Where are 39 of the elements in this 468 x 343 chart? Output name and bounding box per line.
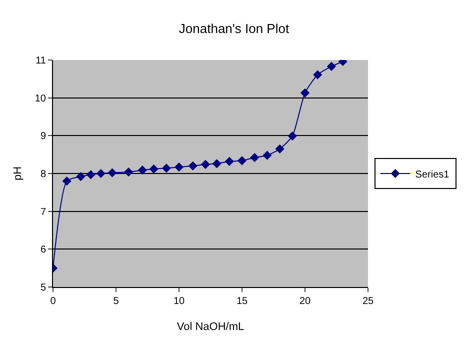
y-tick-label: 11 <box>36 56 46 66</box>
y-tick-label: 6 <box>40 244 46 256</box>
y-axis-title: pH <box>12 166 24 181</box>
x-tick-label: 25 <box>362 296 374 307</box>
point <box>300 88 310 98</box>
point <box>313 70 322 80</box>
x-tick-label: 10 <box>173 296 185 307</box>
point <box>188 161 198 170</box>
x-axis-title: Vol NaOH/mL <box>176 321 244 333</box>
point <box>174 162 184 172</box>
point <box>96 168 106 178</box>
point <box>138 166 148 175</box>
y-tick-label: 8 <box>40 169 46 180</box>
point <box>149 164 158 174</box>
point <box>237 156 247 166</box>
y-tick-label: 5 <box>40 282 46 294</box>
point <box>212 159 222 168</box>
point <box>275 144 284 154</box>
point <box>262 150 272 160</box>
point <box>200 160 210 169</box>
point <box>86 170 96 180</box>
legend-label: Series1 <box>415 169 450 180</box>
x-tick-label: 5 <box>113 296 120 307</box>
point <box>124 167 134 177</box>
point <box>288 132 297 141</box>
point <box>76 172 86 182</box>
point <box>62 176 72 186</box>
x-tick-label: 15 <box>236 296 248 307</box>
y-tick-label: 10 <box>34 93 46 104</box>
point <box>326 62 336 71</box>
y-tick-label: 9 <box>40 131 46 142</box>
chart-title: Jonathan's Ion Plot <box>178 21 290 36</box>
point <box>162 164 171 173</box>
x-tick-label: 0 <box>50 296 56 307</box>
point <box>250 153 260 162</box>
point <box>108 168 117 178</box>
y-tick-label: 7 <box>40 206 46 218</box>
x-tick-label: 20 <box>299 296 311 307</box>
point <box>224 156 234 166</box>
